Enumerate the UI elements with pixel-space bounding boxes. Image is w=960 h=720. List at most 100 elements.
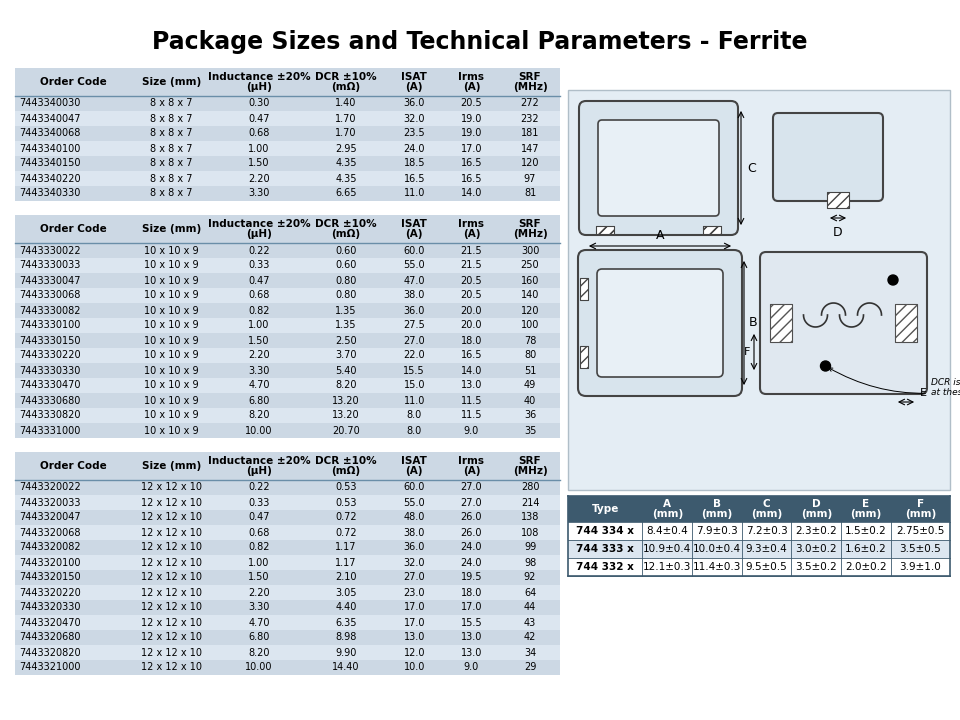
Text: 20.5: 20.5 — [461, 276, 482, 286]
Text: 42: 42 — [524, 632, 537, 642]
Text: 20.5: 20.5 — [461, 290, 482, 300]
Text: 1.40: 1.40 — [335, 99, 357, 109]
Text: 7443340150: 7443340150 — [19, 158, 81, 168]
Text: 7443340330: 7443340330 — [19, 189, 81, 199]
Text: 0.72: 0.72 — [335, 528, 357, 538]
Text: 4.35: 4.35 — [335, 158, 357, 168]
Text: 7443330820: 7443330820 — [19, 410, 81, 420]
Text: (MHz): (MHz) — [513, 466, 547, 476]
Text: 13.0: 13.0 — [461, 380, 482, 390]
Text: 0.33: 0.33 — [249, 498, 270, 508]
Text: 1.17: 1.17 — [335, 542, 357, 552]
Text: Package Sizes and Technical Parameters - Ferrite: Package Sizes and Technical Parameters -… — [153, 30, 807, 54]
Text: 0.68: 0.68 — [249, 528, 270, 538]
Text: Irms: Irms — [459, 72, 485, 82]
Text: 9.90: 9.90 — [335, 647, 357, 657]
Circle shape — [888, 275, 898, 285]
FancyBboxPatch shape — [578, 250, 742, 396]
Text: 60.0: 60.0 — [403, 246, 425, 256]
Text: 5.40: 5.40 — [335, 366, 357, 376]
Text: 1.00: 1.00 — [249, 143, 270, 153]
Text: 24.0: 24.0 — [403, 143, 425, 153]
Text: 20.0: 20.0 — [461, 320, 482, 330]
Bar — [15, 525, 560, 540]
Bar — [827, 192, 849, 208]
Text: 7443340047: 7443340047 — [19, 114, 81, 124]
Text: 4.40: 4.40 — [335, 603, 357, 613]
Text: 0.72: 0.72 — [335, 513, 357, 523]
Text: 2.3±0.2: 2.3±0.2 — [796, 526, 837, 536]
Text: 140: 140 — [521, 290, 540, 300]
Text: Inductance ±20%: Inductance ±20% — [207, 72, 310, 82]
Text: 16.5: 16.5 — [461, 158, 482, 168]
Text: 38.0: 38.0 — [403, 528, 425, 538]
Text: 20.5: 20.5 — [461, 99, 482, 109]
Text: 0.53: 0.53 — [335, 482, 357, 492]
Text: DCR ±10%: DCR ±10% — [315, 72, 377, 82]
Text: 8.0: 8.0 — [407, 410, 421, 420]
Text: (MHz): (MHz) — [513, 82, 547, 92]
Text: 1.70: 1.70 — [335, 114, 357, 124]
Text: 13.0: 13.0 — [461, 647, 482, 657]
Bar — [580, 278, 588, 300]
Text: 0.82: 0.82 — [248, 542, 270, 552]
Text: Inductance ±20%: Inductance ±20% — [207, 219, 310, 229]
Text: 64: 64 — [524, 588, 536, 598]
Text: 23.0: 23.0 — [403, 588, 425, 598]
Bar — [15, 258, 560, 273]
Text: 43: 43 — [524, 618, 536, 628]
Text: ISAT: ISAT — [401, 72, 427, 82]
Circle shape — [821, 361, 830, 371]
Text: Type: Type — [591, 504, 619, 514]
Text: 6.65: 6.65 — [335, 189, 357, 199]
Text: 8 x 8 x 7: 8 x 8 x 7 — [151, 114, 193, 124]
Text: 10.00: 10.00 — [245, 426, 273, 436]
Text: 3.30: 3.30 — [249, 603, 270, 613]
Bar — [15, 141, 560, 156]
Text: 10 x 10 x 9: 10 x 10 x 9 — [144, 290, 199, 300]
Bar — [15, 660, 560, 675]
Text: 11.0: 11.0 — [403, 395, 425, 405]
Bar — [703, 226, 721, 234]
Text: 27.0: 27.0 — [461, 498, 482, 508]
Text: Order Code: Order Code — [40, 461, 107, 471]
Text: ISAT: ISAT — [401, 219, 427, 229]
FancyBboxPatch shape — [579, 101, 738, 235]
Bar — [15, 156, 560, 171]
Text: 1.5±0.2: 1.5±0.2 — [845, 526, 887, 536]
Text: 40: 40 — [524, 395, 536, 405]
Bar — [703, 226, 721, 234]
Text: 17.0: 17.0 — [461, 143, 482, 153]
Bar — [15, 303, 560, 318]
Bar — [15, 126, 560, 141]
Text: 7443320330: 7443320330 — [19, 603, 81, 613]
Bar — [15, 630, 560, 645]
Text: 36: 36 — [524, 410, 536, 420]
Text: 1.6±0.2: 1.6±0.2 — [845, 544, 887, 554]
Text: 10 x 10 x 9: 10 x 10 x 9 — [144, 395, 199, 405]
Text: 7443320047: 7443320047 — [19, 513, 81, 523]
Bar — [596, 226, 614, 234]
Bar — [778, 118, 878, 196]
Text: 18.0: 18.0 — [461, 588, 482, 598]
Text: C: C — [763, 499, 771, 509]
Bar — [568, 558, 950, 576]
Text: 10 x 10 x 9: 10 x 10 x 9 — [144, 366, 199, 376]
Text: Size (mm): Size (mm) — [142, 224, 202, 234]
Text: E: E — [862, 499, 870, 509]
Text: 1.00: 1.00 — [249, 557, 270, 567]
Text: 55.0: 55.0 — [403, 498, 425, 508]
Text: 147: 147 — [520, 143, 540, 153]
Text: 8.4±0.4: 8.4±0.4 — [646, 526, 688, 536]
Text: 250: 250 — [520, 261, 540, 271]
Bar — [15, 333, 560, 348]
Text: 8 x 8 x 7: 8 x 8 x 7 — [151, 189, 193, 199]
Text: 60.0: 60.0 — [403, 482, 425, 492]
Text: 17.0: 17.0 — [403, 603, 425, 613]
Text: 1.17: 1.17 — [335, 557, 357, 567]
Text: 7443320680: 7443320680 — [19, 632, 81, 642]
Text: 100: 100 — [521, 320, 540, 330]
Bar — [568, 522, 950, 540]
Text: 17.0: 17.0 — [403, 618, 425, 628]
Text: 7443330082: 7443330082 — [19, 305, 81, 315]
